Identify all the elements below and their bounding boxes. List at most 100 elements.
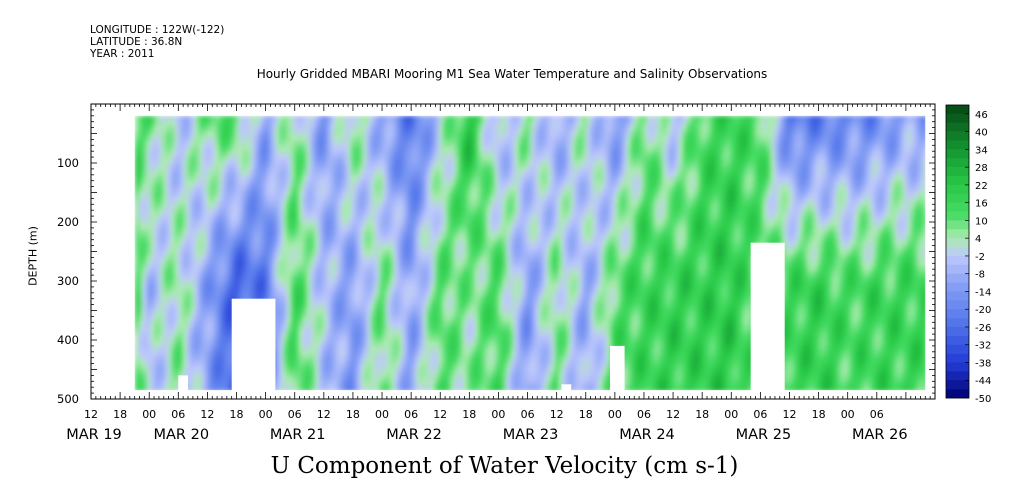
colorbar-swatch — [946, 105, 969, 115]
x-tick-label: 06 — [521, 408, 535, 421]
y-tick-label: 500 — [57, 392, 79, 406]
colorbar-swatch — [946, 149, 969, 159]
colorbar-swatch — [946, 291, 969, 301]
x-tick-label: 12 — [550, 408, 564, 421]
x-day-label: MAR 22 — [386, 427, 442, 443]
x-tick-label: 12 — [433, 408, 447, 421]
x-day-label: MAR 23 — [503, 427, 559, 443]
no-data-left — [91, 104, 135, 399]
x-tick-label: 12 — [200, 408, 214, 421]
colorbar-swatch — [946, 211, 969, 221]
x-tick-label: 12 — [317, 408, 331, 421]
colorbar-swatch — [946, 335, 969, 346]
colorbar-swatch — [946, 380, 969, 390]
x-tick-label: 18 — [812, 408, 826, 421]
x-tick-label: 06 — [171, 408, 185, 421]
x-tick-label: 06 — [288, 408, 302, 421]
heatmap-cells — [134, 115, 928, 392]
missing-data-region — [750, 242, 785, 399]
y-tick-label: 200 — [57, 215, 79, 229]
colorbar-swatch — [946, 247, 969, 257]
x-tick-label: 18 — [113, 408, 127, 421]
colorbar-label: -50 — [975, 394, 991, 405]
colorbar-swatch — [946, 193, 969, 203]
x-axis-label: U Component of Water Velocity (cm s-1) — [270, 453, 739, 479]
no-data-bottom — [91, 390, 935, 399]
x-day-label: MAR 21 — [270, 427, 326, 443]
x-tick-label: 18 — [230, 408, 244, 421]
colorbar-swatch — [946, 140, 969, 150]
colorbar-swatch — [946, 300, 969, 310]
colorbar-label: 22 — [975, 181, 988, 192]
colorbar: 46 40 34 28 22 16 10 4 -2 -8 -14 -20 -26 -32 -38 -44 -50 — [945, 104, 991, 405]
colorbar-label: -44 — [975, 376, 991, 387]
colorbar-label: -2 — [975, 252, 985, 263]
x-tick-label: 00 — [491, 408, 505, 421]
x-tick-label: 00 — [142, 408, 156, 421]
colorbar-label: -14 — [975, 288, 991, 299]
y-tick-label: 300 — [57, 274, 79, 288]
missing-data-region — [231, 298, 276, 399]
x-tick-label: 00 — [841, 408, 855, 421]
colorbar-swatch — [946, 273, 969, 283]
x-tick-label: 00 — [724, 408, 738, 421]
colorbar-label: -38 — [975, 359, 991, 370]
x-tick-label: 18 — [346, 408, 360, 421]
y-tick-label: 100 — [57, 156, 79, 170]
colorbar-swatch — [946, 202, 969, 212]
colorbar-swatch — [946, 176, 969, 186]
missing-data-region — [610, 345, 625, 399]
colorbar-label: 28 — [975, 163, 988, 174]
colorbar-swatch — [946, 309, 969, 319]
colorbar-label: 34 — [975, 145, 988, 156]
x-tick-label: 00 — [259, 408, 273, 421]
colorbar-swatch — [946, 318, 969, 328]
colorbar-swatch — [946, 122, 969, 132]
x-tick-label: 12 — [783, 408, 797, 421]
missing-data-regions — [91, 104, 935, 399]
x-tick-label: 06 — [637, 408, 651, 421]
colorbar-swatch — [946, 229, 969, 239]
colorbar-swatch — [946, 184, 969, 195]
x-tick-label: 06 — [753, 408, 767, 421]
colorbar-swatch — [946, 282, 969, 292]
x-day-label: MAR 20 — [154, 427, 210, 443]
colorbar-label: 40 — [975, 128, 988, 139]
colorbar-swatch — [946, 371, 969, 381]
heatmap-field — [134, 115, 928, 392]
colorbar-swatch — [946, 255, 969, 266]
chart-title: Hourly Gridded MBARI Mooring M1 Sea Wate… — [256, 67, 768, 81]
x-tick-label: 00 — [608, 408, 622, 421]
colorbar-swatch — [946, 113, 969, 124]
colorbar-swatch — [946, 131, 969, 141]
colorbar-label: 4 — [975, 234, 981, 245]
colorbar-swatch — [946, 167, 969, 177]
longitude-label: LONGITUDE : 122W(-122) — [90, 24, 225, 36]
colorbar-swatch — [946, 326, 969, 337]
x-day-label: MAR 25 — [736, 427, 792, 443]
colorbar-swatch — [946, 389, 969, 399]
colorbar-label: -26 — [975, 323, 991, 334]
colorbar-swatch — [946, 220, 969, 230]
colorbar-swatch — [946, 344, 969, 354]
missing-data-region — [178, 375, 188, 399]
year-label: YEAR : 2011 — [90, 48, 155, 60]
x-day-label: MAR 19 — [66, 427, 122, 443]
x-tick-label: 18 — [579, 408, 593, 421]
colorbar-label: 16 — [975, 199, 988, 210]
colorbar-swatch — [946, 353, 969, 363]
latitude-label: LATITUDE : 36.8N — [90, 36, 183, 48]
colorbar-swatch — [946, 238, 969, 248]
no-data-top — [91, 104, 935, 116]
colorbar-label: 10 — [975, 216, 988, 227]
x-tick-label: 06 — [404, 408, 418, 421]
colorbar-frame — [945, 104, 970, 399]
axes: 12 18 00 06 12 18 00 06 12 18 00 06 12 18 00 06 12 18 00 06… — [57, 103, 936, 443]
x-tick-label: 06 — [870, 408, 884, 421]
x-tick-label: 18 — [462, 408, 476, 421]
colorbar-swatch — [946, 362, 969, 372]
y-tick-label: 400 — [57, 333, 79, 347]
x-tick-label: 12 — [84, 408, 98, 421]
colorbar-swatch — [946, 264, 969, 274]
